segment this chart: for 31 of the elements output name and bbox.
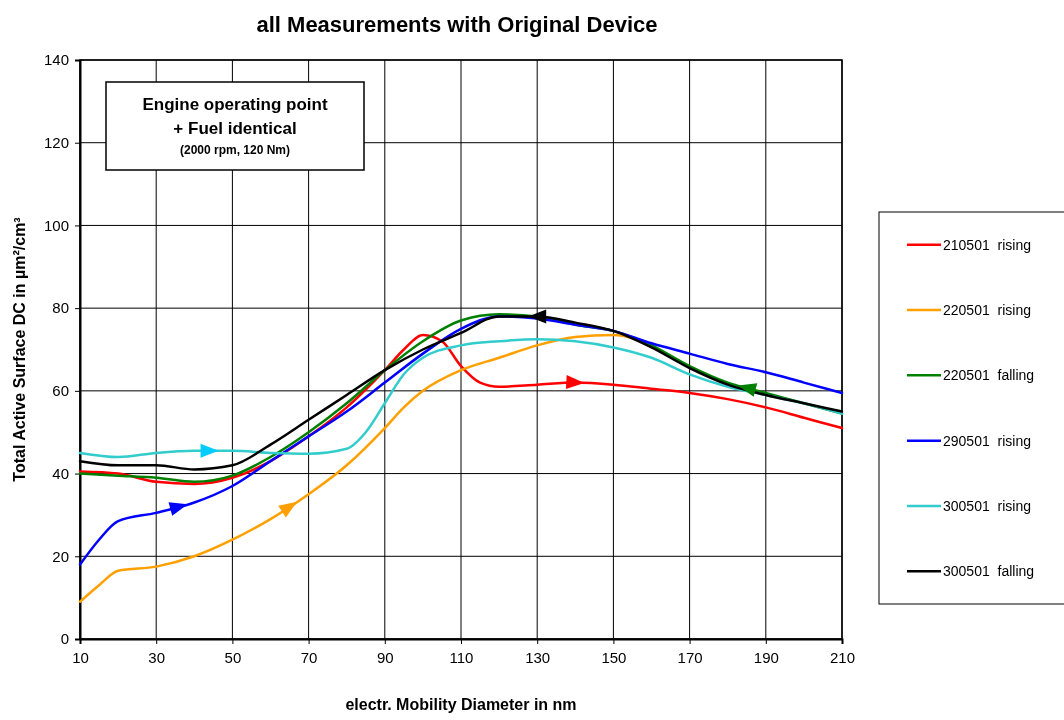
x-axis-title: electr. Mobility Diameter in nm bbox=[345, 696, 577, 713]
x-tick-label: 90 bbox=[376, 648, 394, 666]
legend-label: 220501 falling bbox=[943, 367, 1035, 384]
chart-title: all Measurements with Original Device bbox=[256, 12, 658, 37]
y-tick-label: 140 bbox=[43, 51, 69, 69]
y-tick-label: 40 bbox=[52, 464, 69, 482]
x-tick-label: 70 bbox=[300, 648, 318, 666]
y-axis-title: Total Active Surface DC in µm²/cm³ bbox=[11, 217, 28, 482]
x-tick-label: 30 bbox=[148, 648, 166, 666]
y-tick-label: 0 bbox=[60, 630, 69, 648]
y-tick-label: 100 bbox=[43, 216, 69, 234]
legend-label: 210501 rising bbox=[943, 236, 1031, 253]
annotation: (2000 rpm, 120 Nm) bbox=[179, 143, 291, 157]
annotation: Engine operating point bbox=[142, 95, 328, 114]
x-tick-label: 170 bbox=[677, 648, 703, 666]
x-tick-label: 210 bbox=[829, 648, 856, 666]
x-tick-label: 190 bbox=[753, 648, 779, 666]
x-tick-label: 110 bbox=[449, 648, 474, 666]
y-tick-label: 20 bbox=[52, 547, 69, 565]
y-tick-label: 60 bbox=[52, 382, 69, 400]
x-tick-label: 150 bbox=[601, 648, 627, 666]
legend-label: 290501 rising bbox=[943, 432, 1031, 449]
x-tick-label: 50 bbox=[224, 648, 242, 666]
x-tick-label: 130 bbox=[525, 648, 551, 666]
legend-label: 220501 rising bbox=[943, 302, 1031, 318]
y-tick-label: 80 bbox=[52, 299, 69, 317]
x-tick-label: 10 bbox=[72, 648, 89, 666]
legend-label: 300501 rising bbox=[943, 498, 1031, 514]
legend-label: 300501 falling bbox=[943, 563, 1035, 580]
annotation: + Fuel identical bbox=[173, 119, 297, 138]
y-tick-label: 120 bbox=[43, 134, 69, 152]
